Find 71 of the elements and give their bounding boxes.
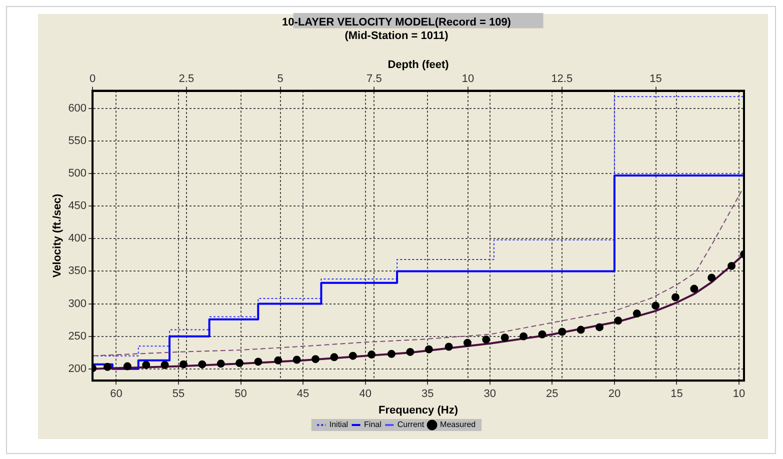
x-tick-label: 20 [608, 388, 621, 400]
x-tick-label: 10 [732, 388, 746, 400]
x-tick-label: 60 [110, 388, 122, 400]
line-series [92, 190, 742, 356]
point [104, 362, 112, 371]
chart-subtitle: (Mid-Station = 1011) [344, 30, 449, 42]
y-tick-label: 600 [68, 102, 87, 114]
point [216, 360, 225, 368]
point [198, 360, 206, 368]
y-tick-label: 500 [68, 168, 87, 180]
x2-tick-label: 7.5 [366, 73, 382, 86]
point [424, 345, 433, 354]
point [387, 350, 396, 358]
x-tick-label: 55 [172, 388, 185, 400]
y-tick-label: 250 [68, 330, 87, 342]
y-tick-label: 400 [68, 232, 87, 245]
y-tick-label: 350 [68, 265, 87, 278]
point [690, 284, 698, 293]
point [348, 352, 357, 360]
point [520, 332, 528, 340]
point [482, 336, 490, 344]
point [538, 330, 546, 338]
x2-tick-label: 12.5 [551, 73, 573, 86]
point [292, 356, 301, 364]
x-tick-label: 30 [484, 388, 496, 400]
y-tick-label: 200 [68, 362, 87, 375]
point [123, 362, 132, 370]
chart-title: 10-LAYER VELOCITY MODEL(Record = 109) [282, 16, 512, 29]
point [312, 355, 320, 364]
point [671, 293, 680, 302]
point [708, 274, 716, 282]
point [368, 350, 376, 359]
y-tick-label: 450 [68, 200, 87, 212]
point [236, 359, 244, 368]
x2-tick-label: 10 [462, 73, 474, 86]
x2-tick-label: 15 [650, 73, 662, 86]
x-tick-label: 50 [234, 388, 247, 400]
x-tick-label: 35 [421, 388, 434, 400]
legend-label: Initial [329, 420, 348, 430]
x2-axis-title: Depth (feet) [388, 59, 450, 72]
point [500, 334, 509, 342]
point [179, 360, 188, 368]
point [160, 360, 169, 369]
y-tick-label: 550 [68, 134, 87, 147]
point [463, 338, 472, 347]
legend-label: Current [397, 420, 425, 430]
legend-label: Measured [440, 420, 476, 430]
y-axis-title: Velocity (ft./sec) [52, 193, 64, 278]
x2-tick-label: 5 [277, 73, 284, 86]
x2-tick-label: 0 [89, 73, 96, 86]
point [596, 323, 604, 332]
point [444, 342, 453, 351]
point [728, 262, 736, 270]
point [576, 326, 585, 334]
point [274, 356, 282, 364]
x-tick-label: 45 [296, 388, 310, 400]
point [558, 328, 566, 336]
x-tick-label: 25 [546, 388, 558, 400]
point [406, 348, 414, 356]
y-tick-label: 300 [68, 298, 87, 310]
point [254, 358, 262, 366]
x2-tick-label: 2.5 [178, 73, 194, 86]
point [632, 310, 641, 318]
x-tick-label: 40 [359, 388, 372, 400]
point [652, 302, 660, 310]
x-axis-title: Frequency (Hz) [378, 404, 458, 416]
x-tick-label: 15 [670, 388, 683, 400]
point [142, 360, 150, 369]
point [614, 316, 622, 325]
legend-label: Final [364, 420, 382, 430]
point [330, 353, 338, 362]
